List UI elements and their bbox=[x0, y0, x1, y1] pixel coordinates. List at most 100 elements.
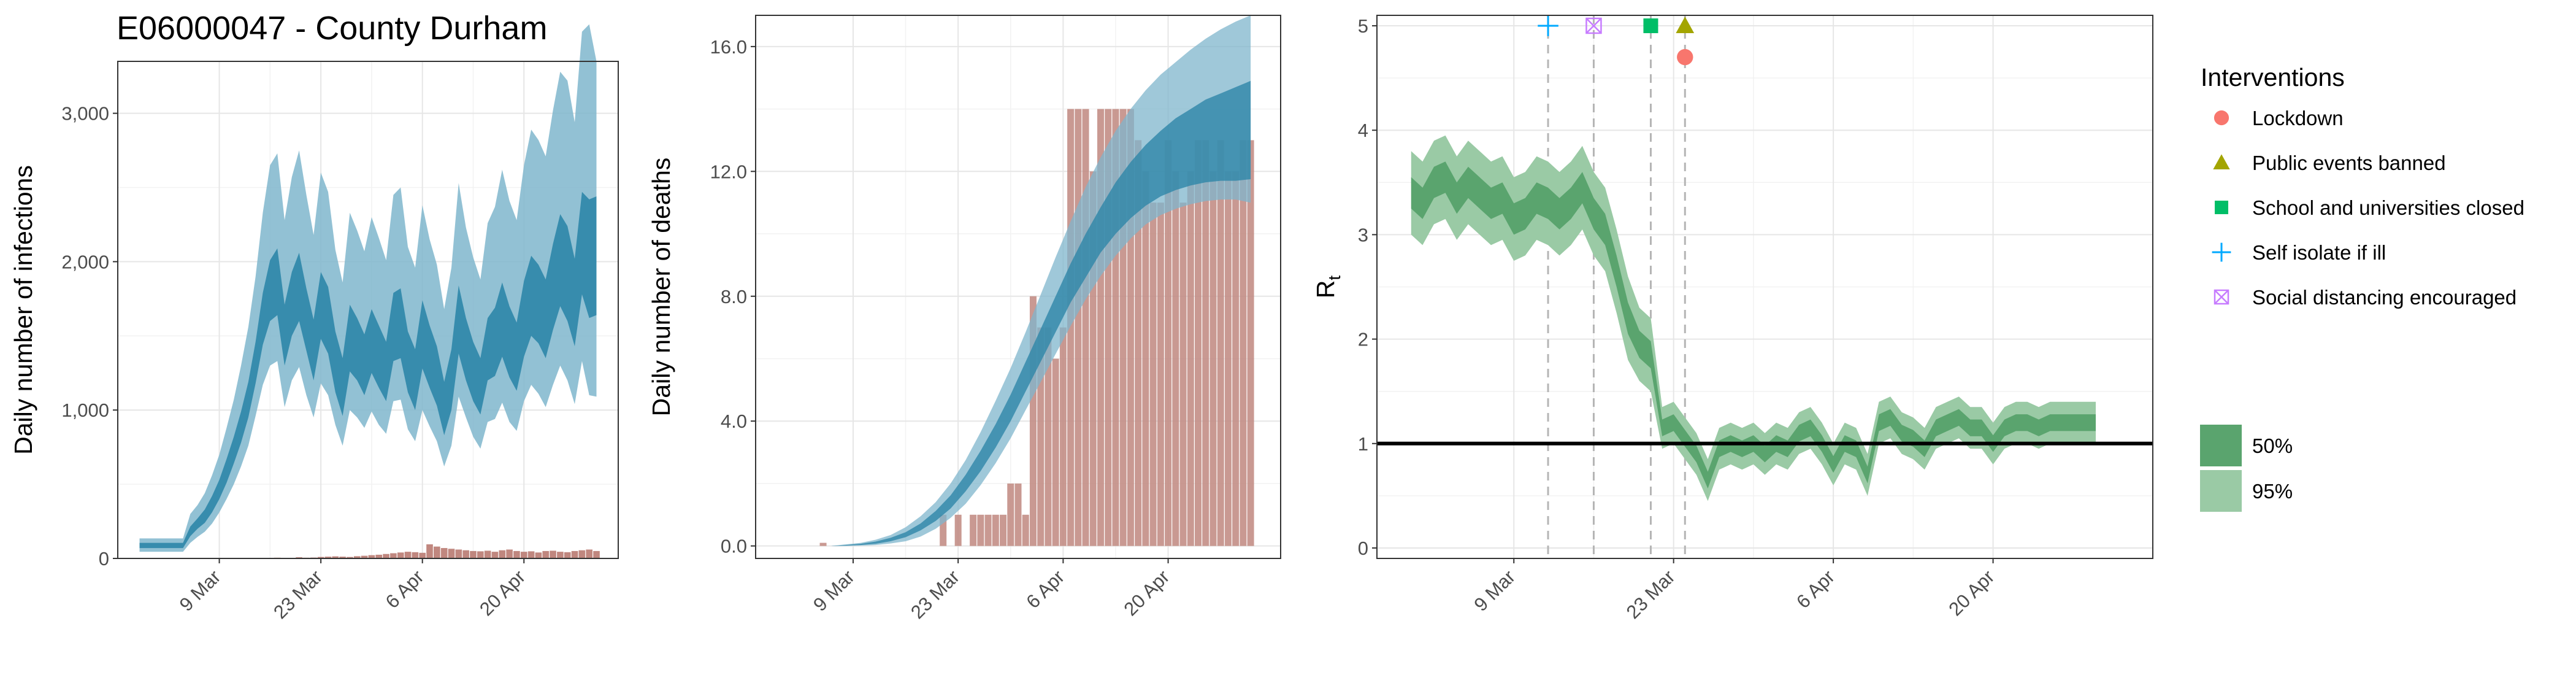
y-tick-label: 1,000 bbox=[61, 399, 109, 421]
bar bbox=[819, 542, 827, 546]
intervention-marker bbox=[1677, 48, 1693, 66]
bar bbox=[1232, 171, 1240, 546]
bar bbox=[571, 550, 578, 558]
bar bbox=[1052, 358, 1059, 546]
bar bbox=[1202, 140, 1209, 546]
bar bbox=[419, 552, 426, 558]
ci-95-band bbox=[1411, 135, 2096, 501]
intervention-marker bbox=[1538, 15, 1558, 36]
bar bbox=[470, 550, 477, 558]
bar bbox=[1142, 171, 1149, 546]
legend-ci-swatch bbox=[2200, 470, 2242, 512]
bar bbox=[1209, 171, 1217, 546]
bar bbox=[347, 557, 353, 558]
y-tick-label: 4 bbox=[1358, 120, 1368, 141]
y-tick-label: 8.0 bbox=[721, 286, 747, 307]
legend-ci-swatch bbox=[2200, 425, 2242, 466]
deaths-panel: 0.0 4.0 8.0 12.0 16.0 9 Mar 23 Mar 6 Apr 20 Apr D… bbox=[647, 15, 1281, 623]
bar bbox=[1165, 140, 1172, 546]
y-tick-label: 4.0 bbox=[721, 411, 747, 432]
bar bbox=[1014, 483, 1022, 546]
x-tick-label: 20 Apr bbox=[475, 566, 529, 620]
legend-symbol bbox=[2213, 154, 2230, 169]
y-tick-label: 3,000 bbox=[61, 103, 109, 125]
bar bbox=[1172, 171, 1179, 546]
bar bbox=[992, 514, 999, 546]
bar bbox=[1097, 109, 1105, 546]
y-tick-label: 0.0 bbox=[721, 536, 747, 557]
bar bbox=[317, 557, 324, 558]
y-axis-label: Daily number of infections bbox=[9, 165, 37, 455]
intervention-marker bbox=[1643, 18, 1658, 34]
legend-item-label: Public events banned bbox=[2252, 152, 2446, 174]
bar bbox=[564, 552, 571, 558]
bar bbox=[1179, 203, 1187, 546]
x-tick-label: 23 Mar bbox=[907, 566, 964, 623]
bar bbox=[940, 514, 947, 546]
bar bbox=[1000, 514, 1007, 546]
legend: Interventions Lockdown Public events bann… bbox=[2200, 63, 2524, 512]
y-tick-label: 1 bbox=[1358, 433, 1368, 455]
bar bbox=[1067, 109, 1075, 546]
bar bbox=[1247, 140, 1254, 546]
bar bbox=[434, 546, 440, 558]
bar bbox=[1194, 140, 1202, 546]
bar bbox=[332, 556, 339, 558]
y-axis-label-main: R bbox=[1311, 280, 1340, 299]
bar bbox=[324, 557, 332, 558]
bar bbox=[1007, 483, 1014, 546]
y-tick-label: 12.0 bbox=[710, 161, 747, 182]
y-tick-label: 2,000 bbox=[61, 251, 109, 272]
x-tick-label: 6 Apr bbox=[1792, 566, 1839, 612]
y-axis-label: Rt bbox=[1311, 276, 1344, 299]
chart-title: E06000047 - County Durham bbox=[117, 10, 547, 47]
bar bbox=[1022, 514, 1029, 546]
bar bbox=[361, 555, 368, 558]
panel-border bbox=[755, 15, 1281, 559]
bar bbox=[1119, 109, 1127, 546]
bar bbox=[448, 549, 455, 558]
legend-symbol bbox=[2214, 289, 2229, 305]
bar bbox=[1089, 171, 1097, 546]
bar bbox=[1059, 327, 1067, 546]
bar bbox=[462, 550, 469, 558]
legend-symbol bbox=[2215, 201, 2228, 214]
bar bbox=[383, 554, 389, 558]
bar bbox=[578, 550, 586, 558]
bar bbox=[491, 552, 499, 558]
rt-panel: 0 1 2 3 4 5 9 Mar 23 Mar 6 Apr 20 Apr Rt bbox=[1311, 15, 2153, 623]
bar bbox=[1037, 327, 1045, 546]
bar bbox=[440, 548, 448, 558]
bar bbox=[550, 550, 556, 558]
bar bbox=[513, 550, 520, 558]
bar bbox=[368, 555, 375, 558]
x-tick-label: 9 Mar bbox=[175, 566, 225, 615]
bar bbox=[593, 550, 600, 558]
bar bbox=[353, 556, 361, 558]
bar bbox=[1127, 109, 1134, 546]
bar bbox=[1075, 109, 1082, 546]
ci-50-band bbox=[830, 80, 1251, 546]
y-tick-label: 0 bbox=[1358, 538, 1368, 559]
bar bbox=[397, 552, 404, 558]
bar bbox=[520, 552, 527, 558]
x-tick-label: 20 Apr bbox=[1944, 566, 1998, 620]
x-tick-label: 23 Mar bbox=[269, 566, 326, 623]
ci-50-band bbox=[1411, 161, 2096, 488]
bar bbox=[586, 549, 593, 558]
y-tick-label: 5 bbox=[1358, 15, 1368, 37]
bar bbox=[499, 550, 506, 558]
y-axis-label: Daily number of deaths bbox=[647, 158, 675, 417]
bar bbox=[506, 549, 513, 558]
intervention-marker bbox=[1676, 17, 1695, 34]
legend-symbol bbox=[2212, 242, 2231, 262]
y-tick-label: 3 bbox=[1358, 224, 1368, 245]
x-tick-label: 20 Apr bbox=[1119, 566, 1173, 620]
bar bbox=[1105, 109, 1112, 546]
x-tick-label: 23 Mar bbox=[1622, 566, 1679, 623]
bar bbox=[339, 557, 346, 558]
infections-panel: 0 1,000 2,000 3,000 9 Mar 23 Mar 6 Apr 20 Apr Da… bbox=[9, 24, 619, 623]
bar bbox=[977, 514, 984, 546]
bar bbox=[1112, 109, 1119, 546]
